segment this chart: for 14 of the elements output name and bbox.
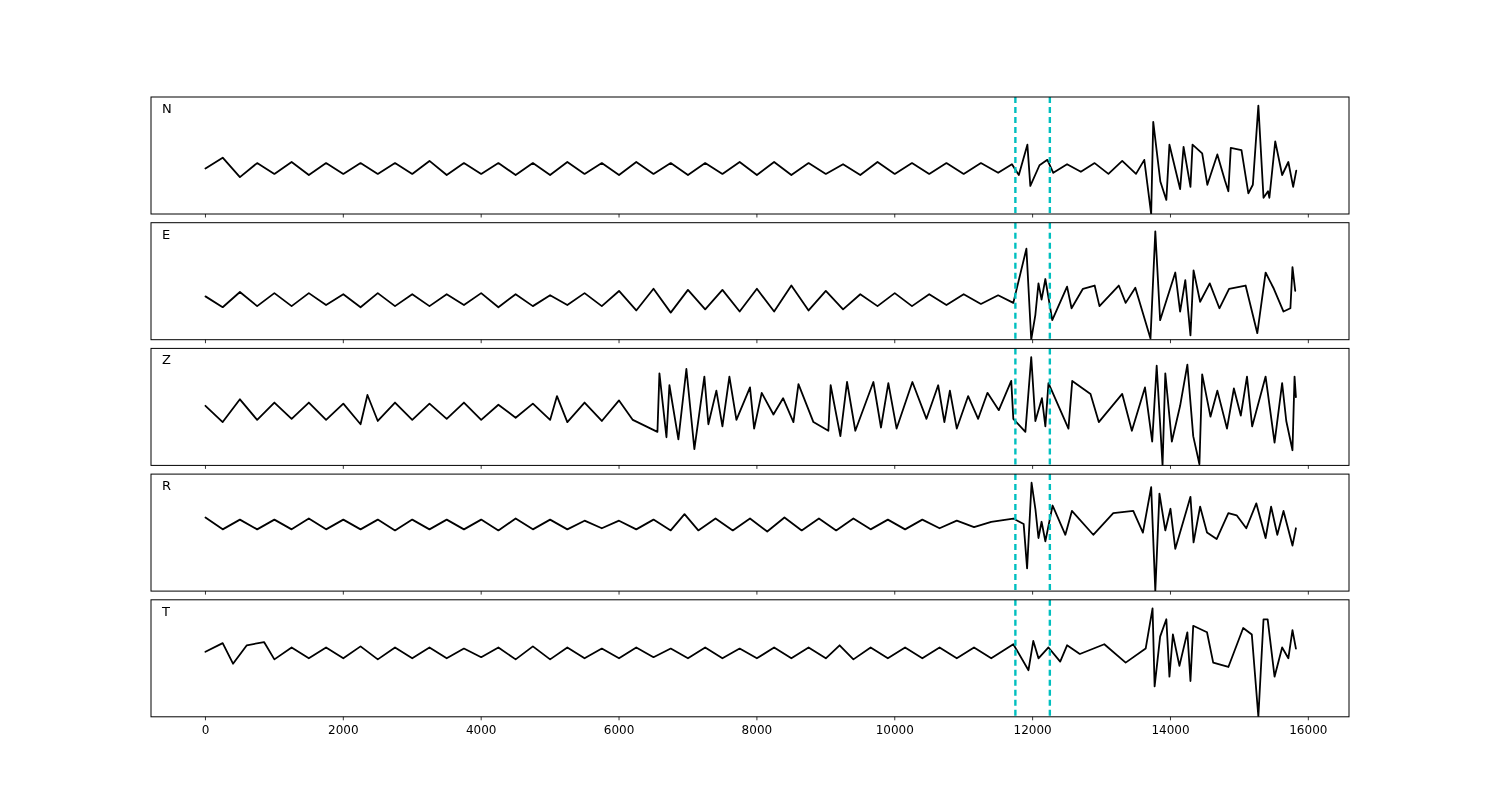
x-tick-label: 10000 [875, 722, 914, 737]
chart-title: T [161, 603, 170, 619]
x-tick-label: 12000 [1013, 722, 1052, 737]
x-tick-label: 14000 [1151, 722, 1190, 737]
chart-title: E [162, 226, 171, 242]
chart-title: Z [162, 352, 171, 368]
x-tick-label: 6000 [603, 722, 635, 737]
x-tick-label: 16000 [1289, 722, 1328, 737]
chart-title: N [162, 101, 172, 116]
x-tick-label: 2000 [328, 722, 359, 737]
x-tick-label: 8000 [741, 722, 773, 737]
chart-title: R [162, 478, 172, 494]
x-tick-label: 0 [201, 722, 210, 737]
x-tick-label: 4000 [465, 722, 497, 737]
